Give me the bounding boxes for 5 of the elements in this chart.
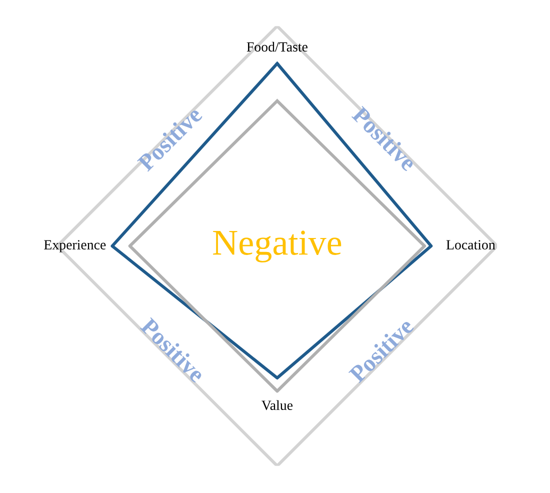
spoke-label: Food/Taste (246, 42, 308, 52)
spoke-label: Experience (44, 240, 106, 252)
spoke-label: Value (262, 400, 293, 410)
text: Negative (213, 230, 342, 262)
spoke-label: Location (446, 240, 496, 250)
